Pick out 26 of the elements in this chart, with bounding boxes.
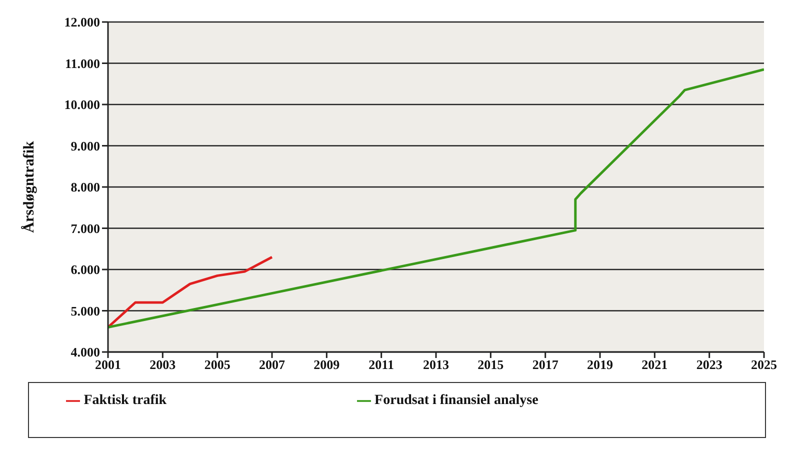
x-tick-label: 2009 <box>314 357 340 372</box>
x-tick-label: 2013 <box>423 357 450 372</box>
x-tick-label: 2005 <box>204 357 231 372</box>
y-tick-label: 10.000 <box>64 97 100 112</box>
y-tick-label: 9.000 <box>70 138 100 154</box>
y-tick-label: 12.000 <box>64 14 100 30</box>
y-tick-label: 8.000 <box>70 180 100 195</box>
legend-label: Forudsat i finansiel analyse <box>374 393 538 408</box>
y-tick-label: 11.000 <box>64 56 100 71</box>
line-series <box>108 256 274 328</box>
legend-label: Faktisk trafik <box>84 393 167 408</box>
x-tick-label: 2025 <box>751 357 778 372</box>
y-axis-title: Årsdøgntrafik <box>20 140 38 233</box>
y-tick-label: 5.000 <box>70 303 100 318</box>
y-tick-label: 7.000 <box>70 220 100 236</box>
x-tick-label: 2021 <box>642 357 668 372</box>
y-tick-label: 6.000 <box>70 262 100 278</box>
x-tick-label: 2007 <box>259 357 286 372</box>
x-tick-label: 2001 <box>95 357 121 372</box>
x-tick-label: 2019 <box>587 357 614 372</box>
x-tick-label: 2017 <box>532 357 559 372</box>
y-tick-label: 4.000 <box>70 344 100 360</box>
x-tick-label: 2023 <box>696 357 723 372</box>
x-tick-label: 2015 <box>478 357 504 372</box>
x-tick-label: 2011 <box>368 357 394 372</box>
x-tick-label: 2003 <box>150 357 176 372</box>
